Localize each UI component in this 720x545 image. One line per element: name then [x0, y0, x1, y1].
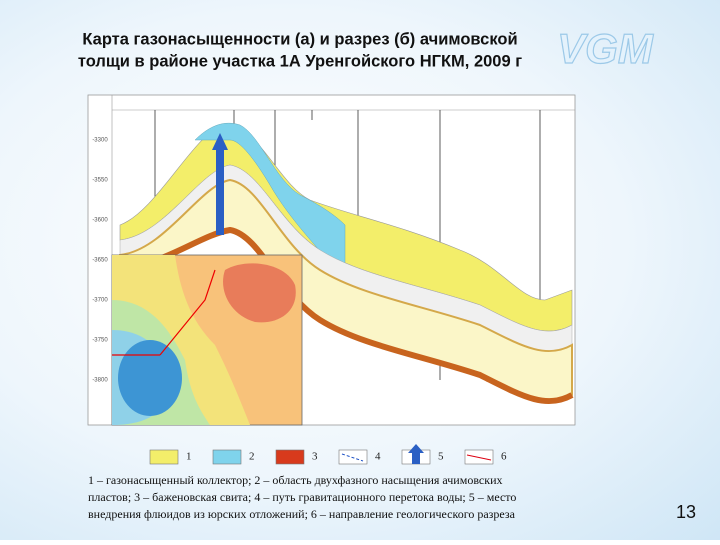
- legend-label: 1: [186, 451, 192, 463]
- legend-symbol: [341, 453, 364, 462]
- depth-label: -3600: [92, 218, 108, 224]
- depth-label: -3650: [92, 258, 108, 264]
- legend-label: 4: [375, 451, 381, 463]
- caption-line: внедрения флюидов из юрских отложений; 6…: [88, 507, 516, 521]
- legend-swatch: [275, 449, 305, 465]
- map-zone: [223, 263, 296, 323]
- page-number: 13: [676, 502, 696, 522]
- title-line: толщи в районе участка 1А Уренгойского Н…: [78, 52, 522, 70]
- depth-label: -3550: [92, 178, 108, 184]
- two-phase-zone: [194, 122, 346, 281]
- caption-line: пластов; 3 – баженовская свита; 4 – путь…: [88, 490, 516, 504]
- legend-label: 2: [249, 451, 255, 463]
- section-line: [159, 269, 216, 356]
- legend-swatch: [338, 449, 368, 465]
- map-water-zone: [118, 340, 182, 416]
- legend-swatch: [212, 449, 242, 465]
- depth-label: -3300: [92, 138, 108, 144]
- bazhenov-formation: [119, 226, 574, 405]
- figure: [87, 94, 576, 426]
- legend-label: 3: [312, 451, 318, 463]
- depth-scale: -3300 -3550 -3600 -3650 -3700 -3750 -3800: [92, 138, 108, 384]
- legend-label: 5: [438, 451, 444, 463]
- inflow-arrow: [212, 133, 228, 150]
- caption-line: 1 – газонасыщенный коллектор; 2 – област…: [88, 473, 503, 487]
- title-line: Карта газонасыщенности (а) и разрез (б) …: [82, 30, 517, 48]
- legend: 1 2 3 4 5 6: [149, 444, 507, 465]
- legend-label: 6: [501, 451, 507, 463]
- depth-label: -3750: [92, 338, 108, 344]
- depth-label: -3700: [92, 298, 108, 304]
- logo: VGM: [557, 25, 654, 72]
- legend-swatch: [149, 449, 179, 465]
- depth-label: -3800: [92, 378, 108, 384]
- inflow-arrow: [216, 150, 224, 235]
- legend-symbol: [466, 454, 492, 461]
- legend-symbol: [408, 444, 424, 464]
